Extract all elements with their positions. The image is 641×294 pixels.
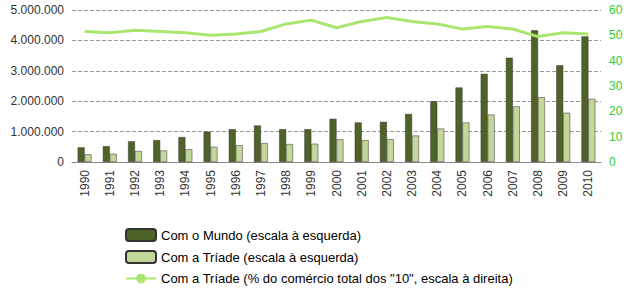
svg-text:1998: 1998 <box>279 170 293 197</box>
svg-text:1997: 1997 <box>254 170 268 197</box>
svg-text:4.000.000: 4.000.000 <box>11 33 65 47</box>
svg-text:1996: 1996 <box>229 170 243 197</box>
svg-text:1994: 1994 <box>178 170 192 197</box>
svg-text:2000: 2000 <box>330 170 344 197</box>
svg-text:2007: 2007 <box>506 170 520 197</box>
svg-text:2.000.000: 2.000.000 <box>11 94 65 108</box>
svg-text:2010: 2010 <box>581 170 595 197</box>
svg-text:2009: 2009 <box>556 170 570 197</box>
svg-text:1995: 1995 <box>204 170 218 197</box>
svg-text:1990: 1990 <box>78 170 92 197</box>
svg-text:Com a Tríade (% do comércio to: Com a Tríade (% do comércio total dos "1… <box>161 271 513 286</box>
svg-text:3.000.000: 3.000.000 <box>11 64 65 78</box>
svg-text:Com o Mundo (escala à esquerda: Com o Mundo (escala à esquerda) <box>161 228 361 243</box>
svg-text:5.000.000: 5.000.000 <box>11 3 65 17</box>
svg-text:2001: 2001 <box>355 170 369 197</box>
svg-text:10: 10 <box>609 130 623 144</box>
svg-text:1999: 1999 <box>304 170 318 197</box>
svg-text:1992: 1992 <box>128 170 142 197</box>
svg-text:50: 50 <box>609 28 623 42</box>
svg-text:40: 40 <box>609 54 623 68</box>
svg-text:2004: 2004 <box>430 170 444 197</box>
svg-text:1993: 1993 <box>153 170 167 197</box>
svg-text:1991: 1991 <box>103 170 117 197</box>
svg-text:2008: 2008 <box>531 170 545 197</box>
svg-text:30: 30 <box>609 79 623 93</box>
svg-text:Com a Tríade (escala à esquerd: Com a Tríade (escala à esquerda) <box>161 250 358 265</box>
svg-text:0: 0 <box>609 155 616 169</box>
svg-text:0: 0 <box>57 155 64 169</box>
svg-text:60: 60 <box>609 3 623 17</box>
svg-text:2005: 2005 <box>455 170 469 197</box>
svg-text:1.000.000: 1.000.000 <box>11 125 65 139</box>
svg-text:2003: 2003 <box>405 170 419 197</box>
svg-text:20: 20 <box>609 104 623 118</box>
svg-text:2002: 2002 <box>380 170 394 197</box>
svg-text:2006: 2006 <box>481 170 495 197</box>
